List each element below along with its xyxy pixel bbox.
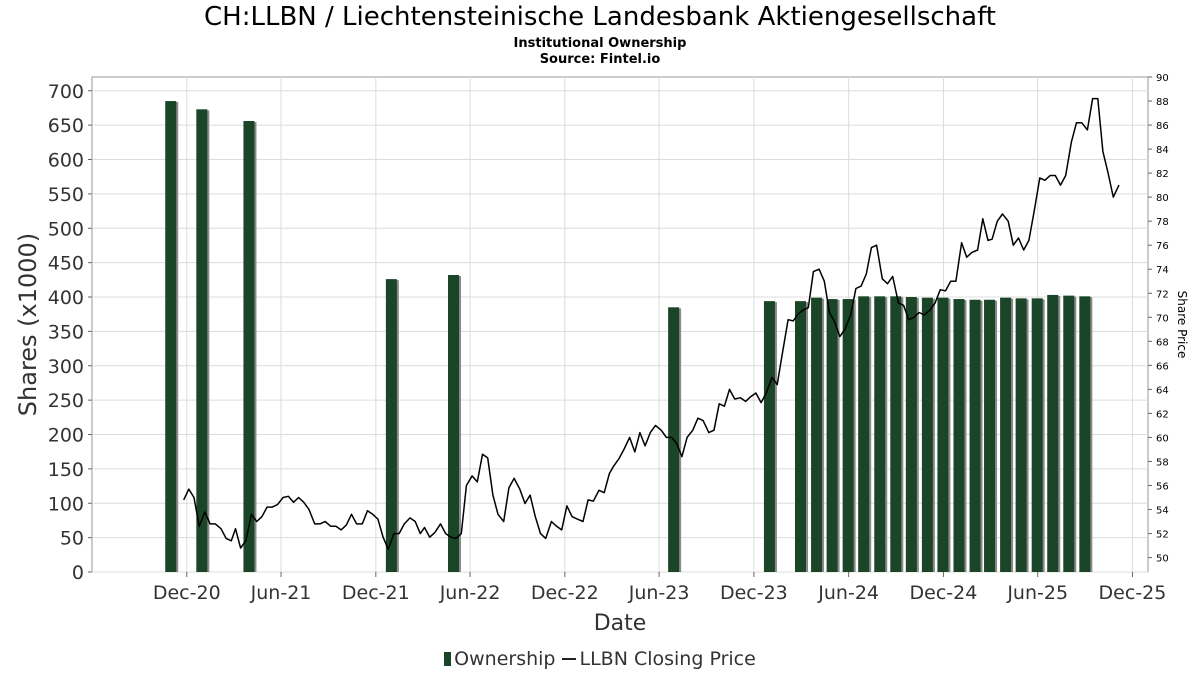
- chart-title: CH:LLBN / Liechtensteinische Landesbank …: [204, 2, 996, 32]
- y2-tick-label: 56: [1156, 481, 1169, 492]
- chart-subtitle: Institutional Ownership: [513, 36, 687, 51]
- ownership-bar: [1031, 298, 1043, 572]
- y2-tick-label: 82: [1156, 169, 1169, 180]
- y-tick-label: 100: [48, 493, 84, 515]
- y-tick-label: 250: [48, 390, 84, 412]
- y-tick-label: 400: [48, 287, 84, 309]
- y2-tick-label: 62: [1156, 409, 1169, 420]
- ownership-bar: [385, 279, 397, 572]
- y2-axis-title: Share Price: [1175, 291, 1189, 359]
- x-tick-label: Dec-25: [1099, 582, 1167, 604]
- y-tick-label: 350: [48, 321, 84, 343]
- ownership-bar: [921, 297, 933, 572]
- y2-tick-label: 58: [1156, 457, 1169, 468]
- y2-tick-label: 76: [1156, 241, 1169, 252]
- y-tick-label: 600: [48, 150, 84, 172]
- x-tick-label: Dec-24: [910, 582, 978, 604]
- y2-tick-label: 88: [1156, 97, 1169, 108]
- ownership-bar: [905, 297, 917, 572]
- y-tick-label: 50: [60, 528, 84, 550]
- ownership-bar: [1079, 296, 1091, 572]
- legend-ownership-swatch: [444, 651, 452, 666]
- x-tick-label: Jun-25: [1006, 582, 1068, 604]
- x-tick-label: Jun-21: [250, 582, 312, 604]
- y2-tick-label: 84: [1156, 145, 1169, 156]
- x-tick-label: Jun-24: [817, 582, 879, 604]
- ownership-bar: [243, 121, 255, 572]
- y2-tick-label: 72: [1156, 289, 1169, 300]
- ownership-bar: [1047, 294, 1059, 572]
- ownership-bar: [196, 109, 208, 572]
- x-tick-label: Jun-22: [439, 582, 501, 604]
- y-tick-label: 650: [48, 115, 84, 137]
- x-tick-label: Dec-23: [720, 582, 788, 604]
- ownership-bar: [795, 301, 807, 572]
- y2-tick-label: 54: [1156, 506, 1169, 517]
- y-tick-label: 500: [48, 218, 84, 240]
- y2-tick-label: 60: [1156, 433, 1169, 444]
- chart-legend: Ownership LLBN Closing Price: [0, 647, 1200, 670]
- y2-tick-label: 90: [1156, 73, 1169, 84]
- ownership-bar: [874, 296, 886, 572]
- ownership-bar: [1015, 298, 1027, 572]
- y2-tick-label: 74: [1156, 265, 1169, 276]
- y-tick-label: 450: [48, 253, 84, 275]
- y2-tick-label: 86: [1156, 121, 1169, 132]
- ownership-bar: [984, 299, 996, 572]
- ownership-bar: [953, 299, 965, 572]
- y2-tick-label: 70: [1156, 313, 1169, 324]
- x-tick-label: Dec-21: [342, 582, 410, 604]
- y-tick-label: 550: [48, 184, 84, 206]
- ownership-bar: [858, 296, 870, 572]
- y-tick-label: 200: [48, 425, 84, 447]
- ownership-bar: [826, 299, 838, 572]
- x-tick-label: Jun-23: [628, 582, 690, 604]
- y2-tick-label: 64: [1156, 385, 1169, 396]
- legend-ownership-label: Ownership: [454, 647, 556, 670]
- x-tick-label: Dec-22: [531, 582, 599, 604]
- ownership-bar: [763, 301, 775, 572]
- price-line: [183, 97, 1120, 550]
- x-tick-label: Dec-20: [153, 582, 221, 604]
- ownership-bar: [1063, 295, 1075, 572]
- x-axis-title: Date: [594, 611, 647, 636]
- y2-tick-label: 66: [1156, 361, 1169, 372]
- y2-tick-label: 80: [1156, 193, 1169, 204]
- ownership-bar: [811, 297, 823, 572]
- y-axis-title: Shares (x1000): [14, 233, 42, 416]
- ownership-bar: [842, 299, 854, 572]
- y2-tick-label: 50: [1156, 554, 1169, 565]
- y-tick-label: 700: [48, 81, 84, 103]
- y2-tick-label: 68: [1156, 337, 1169, 348]
- ownership-bar: [937, 297, 949, 572]
- ownership-bar: [1000, 297, 1012, 572]
- y2-tick-label: 52: [1156, 530, 1169, 541]
- y-tick-label: 300: [48, 356, 84, 378]
- ownership-bar: [890, 296, 902, 572]
- y-tick-label: 150: [48, 459, 84, 481]
- ownership-bar: [448, 275, 460, 572]
- ownership-bar: [969, 299, 981, 572]
- y-tick-label: 0: [72, 562, 84, 584]
- legend-price-label: LLBN Closing Price: [579, 647, 756, 670]
- y2-tick-label: 78: [1156, 217, 1169, 228]
- legend-price-swatch: [561, 657, 576, 660]
- ownership-bar: [165, 101, 177, 572]
- chart-source: Source: Fintel.io: [539, 52, 661, 67]
